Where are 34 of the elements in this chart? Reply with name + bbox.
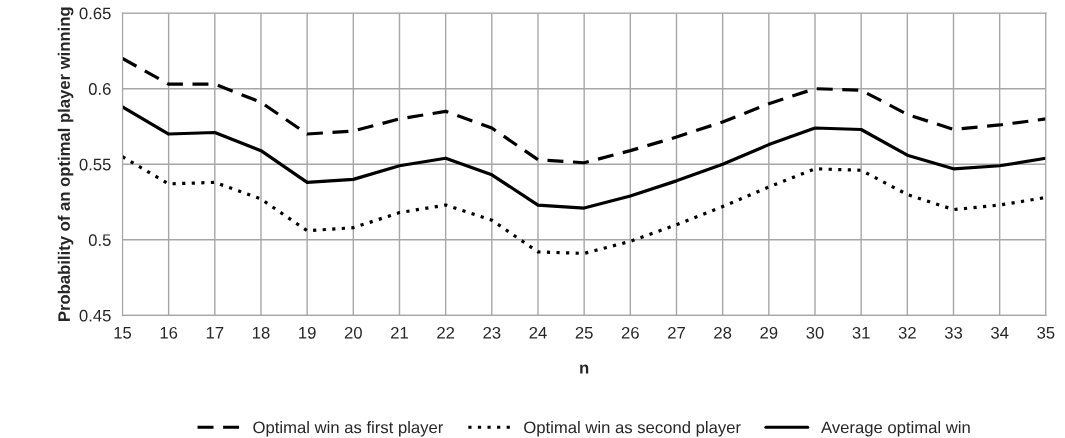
legend-label: Optimal win as first player — [253, 421, 444, 437]
x-tick-label: 16 — [160, 326, 178, 339]
y-tick-label: 0.65 — [79, 7, 111, 20]
x-tick-label: 23 — [483, 326, 501, 339]
y-tick-label: 0.6 — [88, 83, 111, 95]
legend-label: Average optimal win — [821, 421, 970, 437]
x-tick-label: 22 — [437, 326, 455, 339]
y-tick-label: 0.5 — [88, 234, 111, 247]
x-tick-label: 26 — [621, 326, 639, 339]
x-tick-label: 24 — [529, 326, 547, 339]
y-tick-label: 0.45 — [79, 309, 111, 322]
x-tick-label: 33 — [944, 326, 963, 339]
y-tick-label: 0.55 — [79, 158, 111, 171]
x-tick-label: 18 — [252, 326, 270, 339]
x-tick-label: 15 — [114, 327, 132, 339]
legend-label: Optimal win as second player — [524, 421, 741, 437]
line-series — [122, 56, 1046, 165]
x-tick-label: 29 — [760, 326, 778, 339]
line-series — [122, 155, 1046, 255]
x-axis-title: n — [580, 364, 589, 374]
x-tick-label: 27 — [668, 326, 685, 339]
x-tick-label: 25 — [575, 326, 593, 339]
x-tick-label: 30 — [806, 326, 824, 339]
x-tick-label: 20 — [344, 326, 362, 339]
x-tick-label: 31 — [852, 326, 870, 339]
x-tick-label: 32 — [898, 326, 916, 339]
line-series — [122, 105, 1046, 210]
x-tick-label: 34 — [991, 326, 1009, 339]
y-axis-title: Probability of an optimal player winning — [57, 7, 74, 322]
x-tick-label: 21 — [391, 326, 408, 339]
x-tick-label: 28 — [714, 326, 732, 339]
x-tick-label: 35 — [1037, 326, 1055, 339]
x-tick-label: 17 — [206, 327, 224, 339]
x-tick-label: 19 — [299, 326, 316, 339]
